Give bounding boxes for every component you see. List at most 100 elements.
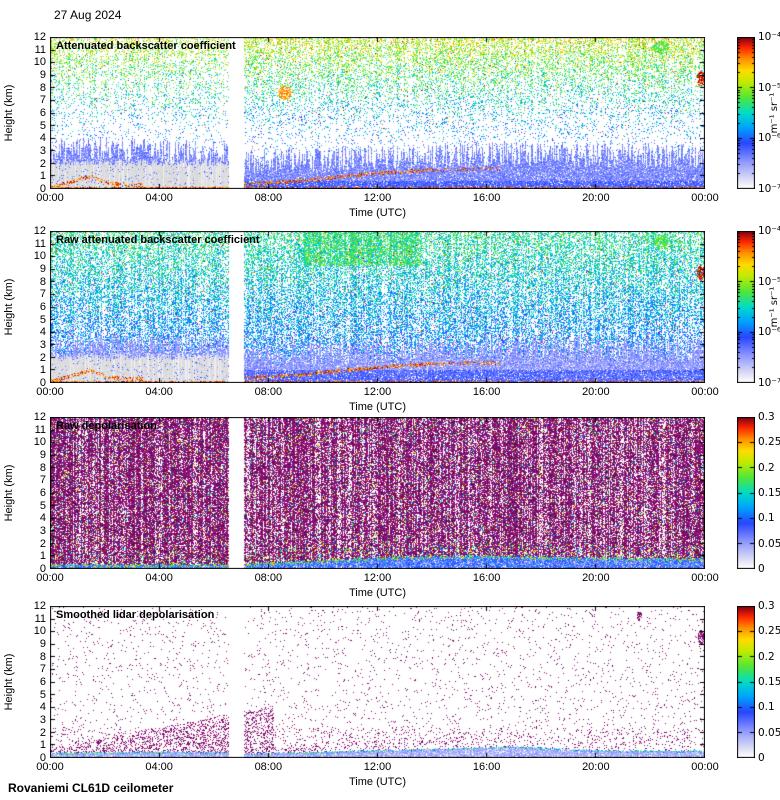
colorbar-tick-label: 0.3 (758, 600, 775, 612)
y-tick-label: 11 (34, 612, 46, 625)
y-tick-label: 4 (39, 701, 46, 714)
y-tick-label: 7 (39, 288, 46, 301)
y-tick-label: 6 (39, 676, 46, 688)
y-tick-label: 8 (39, 81, 46, 94)
y-tick-label: 7 (39, 94, 46, 107)
x-tick-label: 00:00 (691, 386, 719, 398)
panel-2-heatmap-canvas (50, 231, 705, 383)
x-tick-label: 12:00 (363, 572, 392, 584)
panel-title: Raw depolarisation (56, 420, 157, 432)
y-tick-label: 6 (39, 107, 46, 119)
x-tick-label: 08:00 (254, 386, 283, 398)
y-tick-label: 8 (39, 650, 46, 663)
y-tick-label: 0 (39, 183, 46, 195)
y-tick-label: 12 (33, 600, 46, 612)
colorbar-tick-label: 10⁻⁵ (758, 275, 780, 288)
y-tick-label: 9 (39, 69, 46, 81)
y-tick-label: 10 (33, 56, 46, 69)
colorbar-canvas (737, 231, 755, 383)
colorbar-tick-label: 0 (758, 752, 765, 764)
y-tick-label: 10 (33, 625, 46, 638)
colorbar-tick-label: 0.2 (758, 650, 775, 663)
y-tick-label: 4 (39, 326, 46, 339)
x-tick-label: 08:00 (254, 761, 283, 773)
y-tick-label: 0 (39, 377, 46, 389)
y-tick-label: 8 (39, 275, 46, 288)
y-axis-label: Height (km) (3, 278, 15, 336)
y-tick-label: 7 (39, 663, 46, 676)
x-tick-label: 20:00 (582, 386, 610, 398)
y-tick-label: 10 (33, 436, 46, 449)
y-tick-label: 5 (39, 688, 46, 701)
x-tick-label: 16:00 (472, 761, 501, 773)
y-tick-label: 1 (39, 170, 46, 183)
y-tick-label: 5 (39, 119, 46, 132)
y-tick-label: 4 (39, 512, 46, 525)
x-tick-label: 00:00 (36, 572, 64, 584)
colorbar-tick-label: 0.05 (758, 726, 780, 739)
x-tick-label: 12:00 (363, 386, 392, 398)
y-axis-label: Height (km) (3, 84, 15, 142)
panel-title: Raw attenuated backscatter coefficient (56, 234, 260, 246)
colorbar-canvas (737, 606, 755, 758)
x-tick-label: 20:00 (582, 192, 610, 204)
colorbar-canvas (737, 37, 755, 189)
y-tick-label: 9 (39, 638, 46, 650)
x-tick-label: 04:00 (145, 386, 173, 398)
x-tick-label: 16:00 (472, 192, 501, 204)
y-tick-label: 9 (39, 449, 46, 461)
y-tick-label: 1 (39, 364, 46, 377)
y-tick-label: 5 (39, 499, 46, 512)
y-tick-label: 7 (39, 474, 46, 487)
x-axis-label: Time (UTC) (348, 401, 407, 413)
colorbar-tick-label: 10⁻⁷ (758, 183, 780, 195)
colorbar-tick-label: 0 (758, 563, 765, 575)
y-tick-label: 2 (39, 157, 46, 170)
panel-4-heatmap-canvas (50, 606, 705, 758)
colorbar-tick-label: 0.15 (758, 487, 780, 499)
colorbar-tick-label: 0.25 (758, 625, 780, 638)
x-tick-label: 00:00 (36, 192, 64, 204)
x-tick-label: 00:00 (36, 386, 64, 398)
colorbar-tick-label: 10⁻⁷ (758, 377, 780, 389)
colorbar-tick-label: 0.1 (758, 701, 775, 714)
x-tick-label: 20:00 (582, 572, 610, 584)
y-tick-label: 3 (39, 145, 46, 157)
y-tick-label: 1 (39, 550, 46, 563)
x-tick-label: 00:00 (691, 192, 719, 204)
y-tick-label: 11 (34, 43, 46, 56)
colorbar-tick-label: 0.3 (758, 411, 775, 423)
date-label: 27 Aug 2024 (54, 8, 122, 22)
x-axis-label: Time (UTC) (348, 587, 407, 599)
colorbar-tick-label: 0.1 (758, 512, 775, 525)
y-tick-label: 10 (33, 250, 46, 263)
y-tick-label: 9 (39, 263, 46, 275)
colorbar-tick-label: 0.2 (758, 461, 775, 474)
y-tick-label: 12 (33, 31, 46, 43)
colorbar-tick-label: 10⁻⁴ (758, 225, 780, 237)
y-tick-label: 0 (39, 563, 46, 575)
colorbar-unit-label: m⁻¹ sr⁻¹ (769, 92, 780, 134)
y-axis-label: Height (km) (3, 653, 15, 711)
y-tick-label: 4 (39, 132, 46, 145)
y-tick-label: 0 (39, 752, 46, 764)
y-tick-label: 12 (33, 411, 46, 423)
colorbar-tick-label: 10⁻⁴ (758, 31, 780, 43)
y-tick-label: 6 (39, 487, 46, 499)
x-tick-label: 00:00 (36, 761, 64, 773)
colorbar-tick-label: 0.25 (758, 436, 780, 449)
y-axis-label: Height (km) (3, 464, 15, 522)
x-tick-label: 20:00 (582, 761, 610, 773)
x-tick-label: 16:00 (472, 386, 501, 398)
x-tick-label: 12:00 (363, 761, 392, 773)
y-tick-label: 11 (34, 237, 46, 250)
colorbar-tick-label: 0.15 (758, 676, 780, 688)
x-tick-label: 12:00 (363, 192, 392, 204)
x-tick-label: 00:00 (691, 761, 719, 773)
y-tick-label: 11 (34, 423, 46, 436)
x-tick-label: 08:00 (254, 572, 283, 584)
y-tick-label: 5 (39, 313, 46, 326)
panel-3-heatmap-canvas (50, 417, 705, 569)
x-tick-label: 04:00 (145, 761, 173, 773)
